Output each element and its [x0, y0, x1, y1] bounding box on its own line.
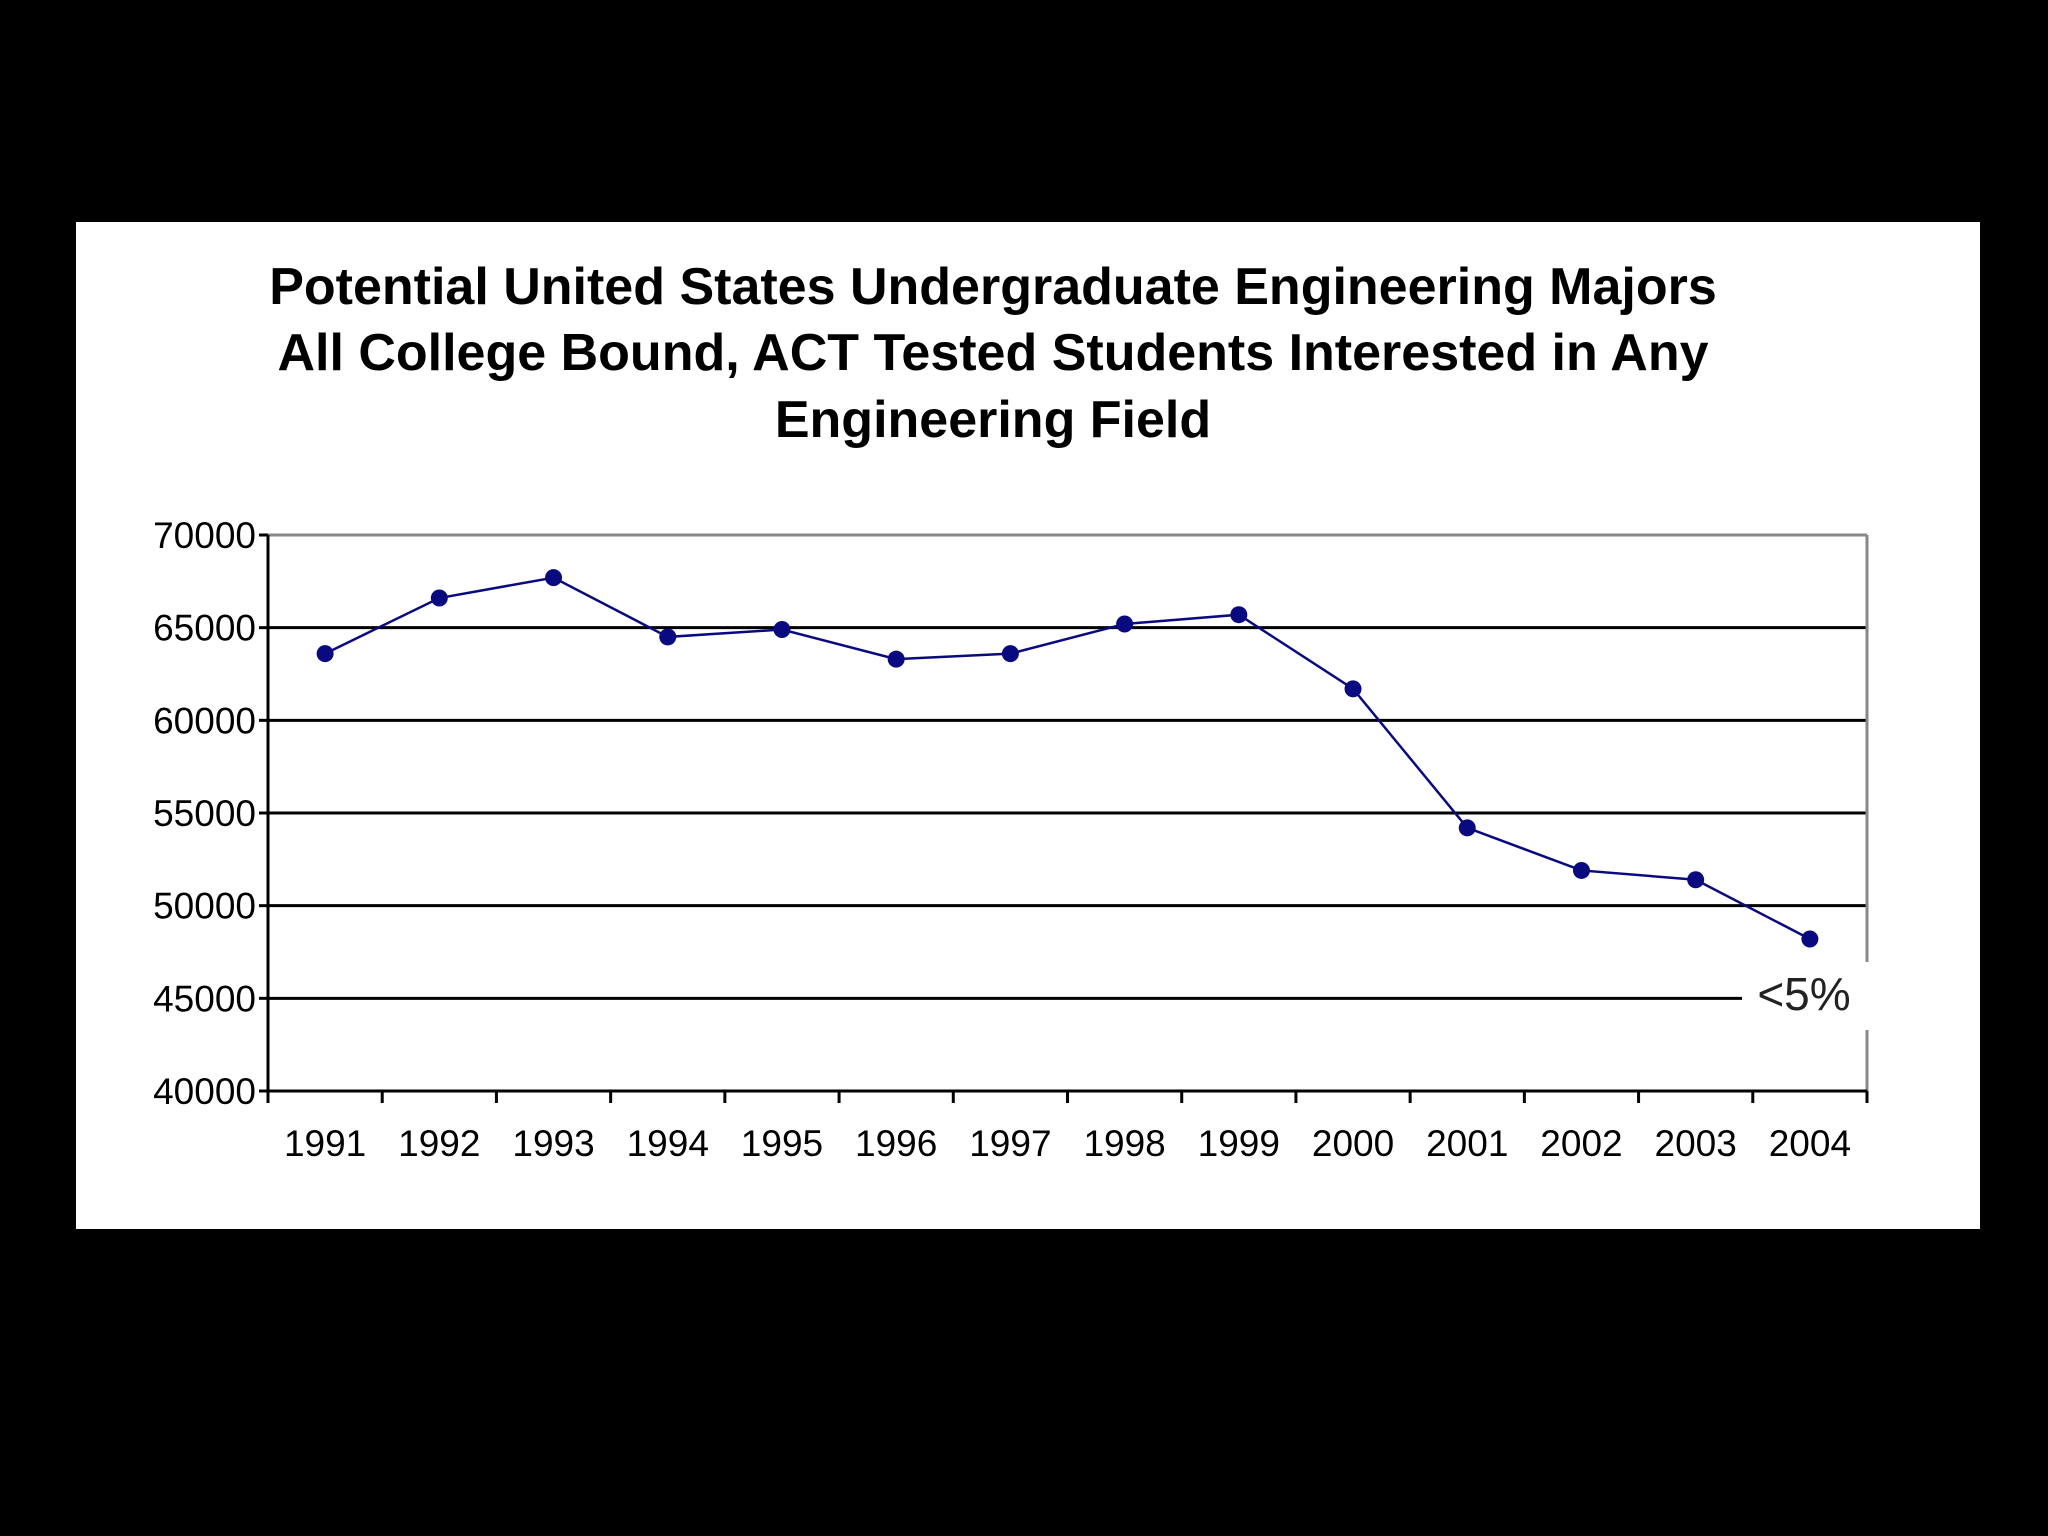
data-point-2002: [1572, 861, 1590, 879]
x-tick-label-1999: 1999: [1198, 1123, 1280, 1164]
x-tick-label-2003: 2003: [1655, 1123, 1737, 1164]
x-tick-label-1998: 1998: [1083, 1123, 1165, 1164]
y-tick-label-40000: 40000: [153, 1071, 256, 1112]
data-point-1991: [316, 645, 334, 663]
x-tick-label-1995: 1995: [741, 1123, 823, 1164]
x-tick-label-2001: 2001: [1426, 1123, 1508, 1164]
x-tick-label-1996: 1996: [855, 1123, 937, 1164]
x-tick-label-2000: 2000: [1312, 1123, 1394, 1164]
y-tick-label-50000: 50000: [153, 886, 256, 927]
x-tick-label-2004: 2004: [1769, 1123, 1851, 1164]
y-tick-label-65000: 65000: [153, 608, 256, 649]
data-point-2000: [1344, 680, 1362, 698]
y-tick-label-45000: 45000: [153, 978, 256, 1019]
x-tick-label-1991: 1991: [284, 1123, 366, 1164]
x-tick-label-1994: 1994: [627, 1123, 709, 1164]
title-line-2: All College Bound, ACT Tested Students I…: [277, 324, 1708, 382]
series-potential-majors: [316, 569, 1819, 948]
data-point-1993: [545, 569, 563, 587]
annotation-group: <5%: [1742, 962, 1866, 1028]
data-point-1994: [659, 628, 677, 646]
data-point-1999: [1230, 606, 1248, 624]
x-tick-label-1997: 1997: [969, 1123, 1051, 1164]
data-point-1992: [430, 589, 448, 607]
data-point-1996: [887, 650, 905, 668]
y-tick-label-55000: 55000: [153, 793, 256, 834]
y-tick-label-70000: 70000: [153, 515, 256, 556]
x-tick-label-1992: 1992: [398, 1123, 480, 1164]
series-line-0: [324, 576, 1811, 941]
x-tick-label-1993: 1993: [512, 1123, 594, 1164]
x-axis: 1991 1992 1993 1994 1995 1996 1997 1998 1999 2000…: [266, 1091, 1869, 1164]
data-point-1997: [1001, 645, 1019, 663]
y-tick-label-60000: 60000: [153, 700, 256, 741]
annotation-background: [1742, 962, 1866, 1028]
data-point-1998: [1116, 615, 1134, 633]
line-chart: Potential United States Undergraduate En…: [153, 258, 1869, 1164]
annotation-label: <5%: [1757, 968, 1850, 1020]
data-point-2003: [1687, 871, 1705, 889]
y-axis: 70000 65000 60000 55000 50000 45000 40000: [153, 515, 268, 1112]
title-line-1: Potential United States Undergraduate En…: [269, 258, 1717, 316]
title-line-3: Engineering Field: [775, 391, 1211, 449]
chart-title: Potential United States Undergraduate En…: [269, 258, 1717, 449]
data-point-2001: [1458, 819, 1476, 837]
gridlines: [268, 626, 1867, 1000]
x-tick-label-2002: 2002: [1540, 1123, 1622, 1164]
chart-panel: Potential United States Undergraduate En…: [76, 222, 1980, 1229]
data-point-1995: [773, 621, 791, 639]
data-point-2004: [1801, 930, 1819, 948]
